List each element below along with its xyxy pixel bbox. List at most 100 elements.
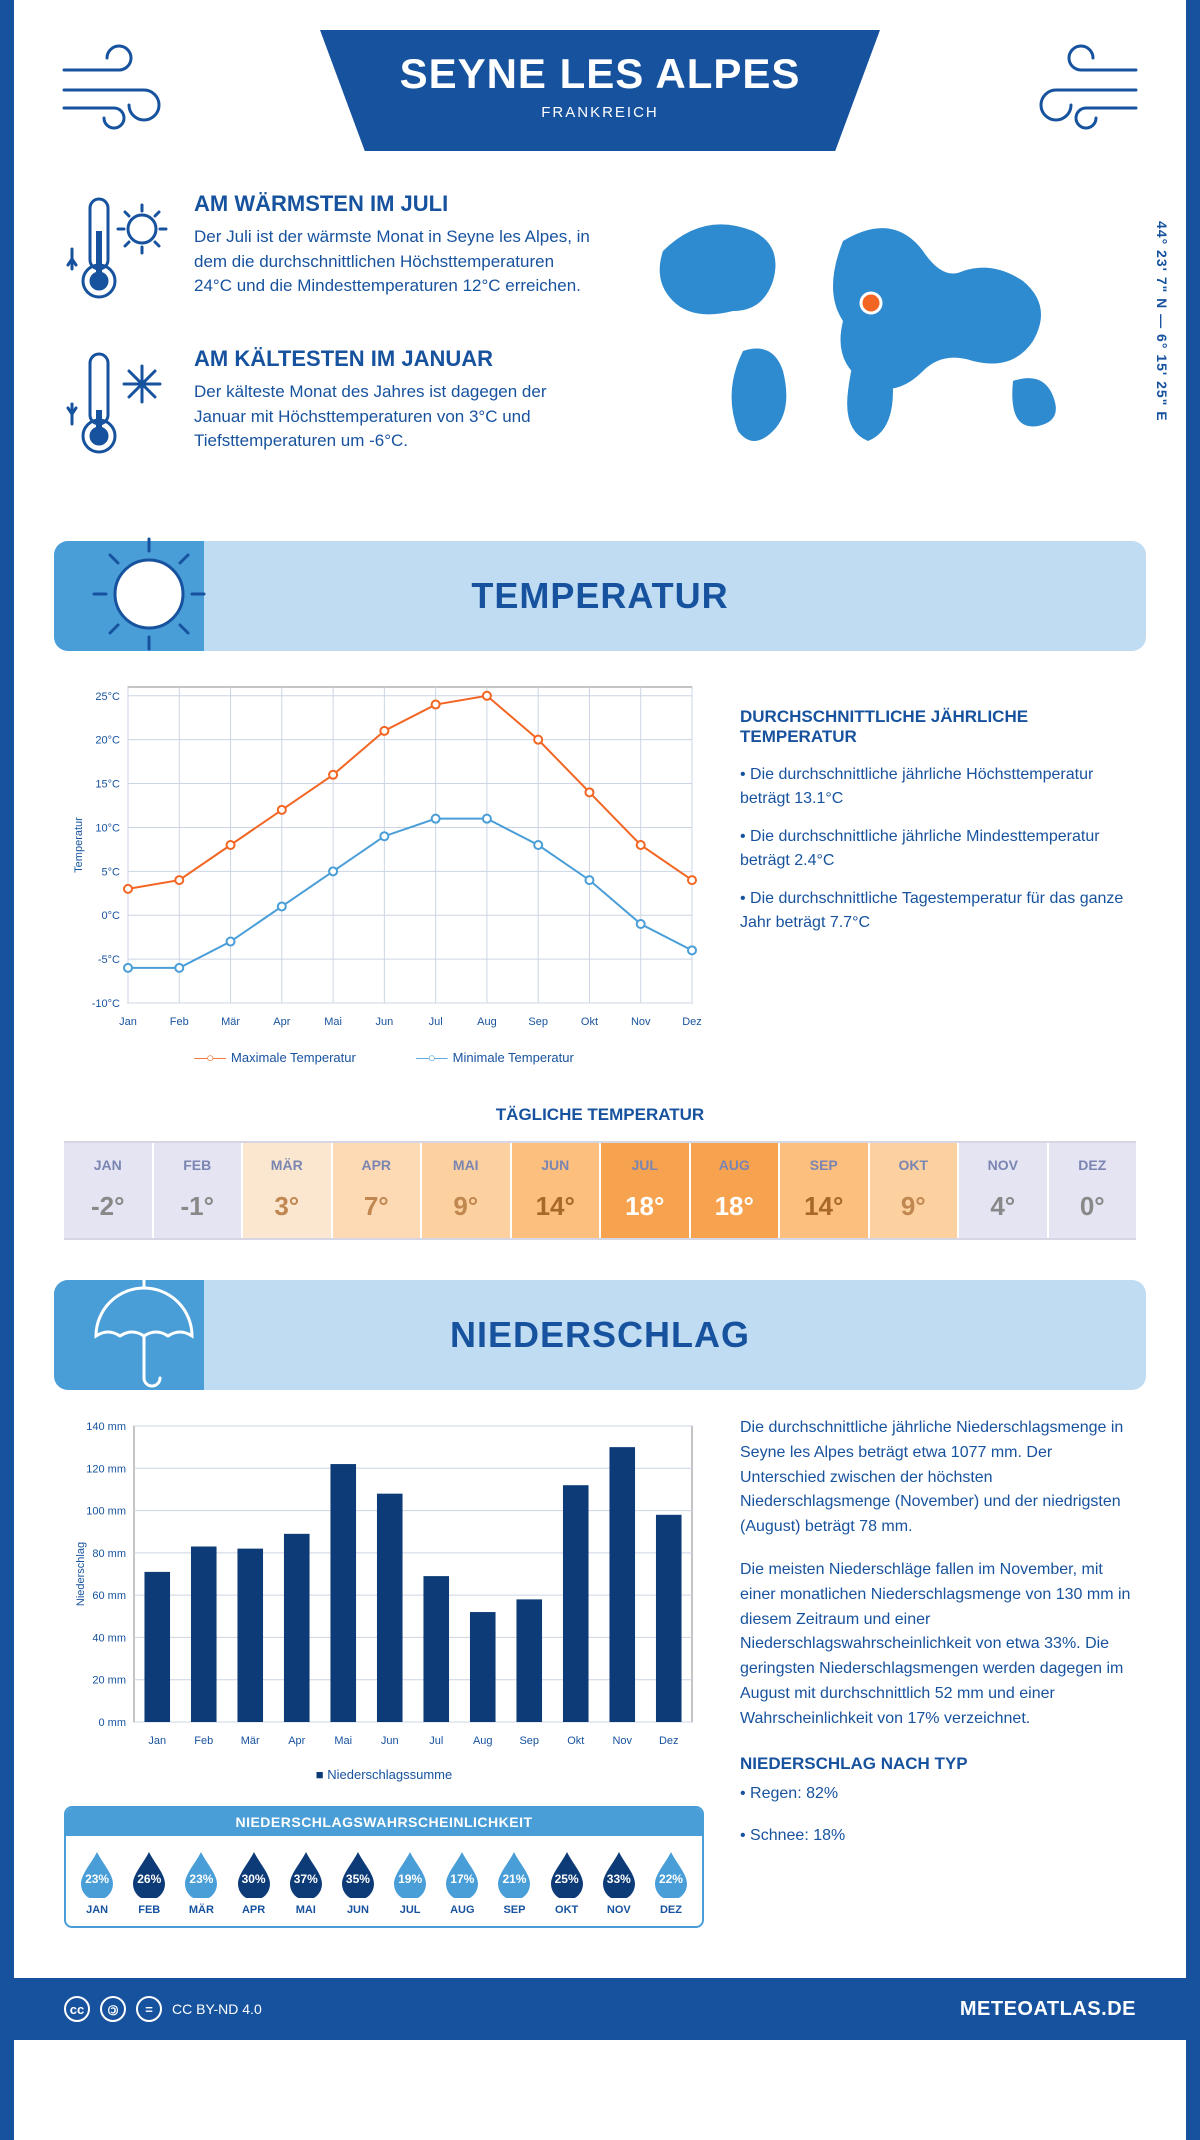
raindrop-icon: 22% bbox=[651, 1850, 691, 1898]
daily-value: 18° bbox=[691, 1191, 779, 1222]
prob-month: MAI bbox=[281, 1904, 331, 1916]
daily-cell: SEP 14° bbox=[780, 1143, 870, 1238]
daily-cell: JAN -2° bbox=[64, 1143, 154, 1238]
svg-text:Sep: Sep bbox=[528, 1016, 548, 1028]
svg-text:60 mm: 60 mm bbox=[92, 1590, 126, 1602]
raindrop-icon: 23% bbox=[77, 1850, 117, 1898]
raindrop-icon: 23% bbox=[181, 1850, 221, 1898]
prob-cell: 23% JAN bbox=[72, 1850, 122, 1916]
svg-text:Apr: Apr bbox=[288, 1735, 305, 1747]
prob-value: 30% bbox=[234, 1872, 274, 1886]
daily-cell: JUL 18° bbox=[601, 1143, 691, 1238]
prob-value: 37% bbox=[286, 1872, 326, 1886]
svg-text:0 mm: 0 mm bbox=[99, 1717, 127, 1729]
svg-text:Jul: Jul bbox=[429, 1016, 443, 1028]
daily-value: 9° bbox=[870, 1191, 958, 1222]
daily-value: 14° bbox=[512, 1191, 600, 1222]
cc-icon: cc bbox=[64, 1996, 90, 2022]
daily-cell: JUN 14° bbox=[512, 1143, 602, 1238]
svg-text:Mär: Mär bbox=[221, 1016, 240, 1028]
cold-heading: AM KÄLTESTEN IM JANUAR bbox=[194, 346, 593, 372]
temperature-line-chart: -10°C-5°C0°C5°C10°C15°C20°C25°CJanFebMär… bbox=[64, 677, 704, 1065]
svg-text:-10°C: -10°C bbox=[92, 998, 120, 1010]
prob-month: DEZ bbox=[646, 1904, 696, 1916]
svg-text:40 mm: 40 mm bbox=[92, 1632, 126, 1644]
svg-text:Jul: Jul bbox=[429, 1735, 443, 1747]
daily-month: MAI bbox=[422, 1157, 510, 1173]
svg-text:Mär: Mär bbox=[241, 1735, 260, 1747]
daily-cell: OKT 9° bbox=[870, 1143, 960, 1238]
svg-text:Okt: Okt bbox=[581, 1016, 598, 1028]
cc-by-icon: 🄯 bbox=[100, 1996, 126, 2022]
svg-text:Apr: Apr bbox=[273, 1016, 290, 1028]
daily-value: -2° bbox=[64, 1191, 152, 1222]
title-banner: SEYNE LES ALPES FRANKREICH bbox=[320, 30, 880, 151]
daily-temp-title: TÄGLICHE TEMPERATUR bbox=[14, 1105, 1186, 1125]
daily-value: -1° bbox=[154, 1191, 242, 1222]
prob-cell: 21% SEP bbox=[489, 1850, 539, 1916]
daily-cell: DEZ 0° bbox=[1049, 1143, 1137, 1238]
svg-text:Temperatur: Temperatur bbox=[73, 817, 85, 873]
daily-value: 18° bbox=[601, 1191, 689, 1222]
daily-month: SEP bbox=[780, 1157, 868, 1173]
svg-text:Jun: Jun bbox=[375, 1016, 393, 1028]
svg-text:5°C: 5°C bbox=[102, 866, 121, 878]
svg-text:-5°C: -5°C bbox=[98, 954, 120, 966]
daily-temp-strip: JAN -2° FEB -1° MÄR 3° APR 7° MAI 9° JUN… bbox=[64, 1141, 1136, 1240]
probability-row: 23% JAN 26% FEB 23% MÄR bbox=[66, 1836, 702, 1926]
prob-month: OKT bbox=[542, 1904, 592, 1916]
wind-icon-left bbox=[54, 30, 194, 140]
cc-nd-icon: = bbox=[136, 1996, 162, 2022]
svg-text:15°C: 15°C bbox=[95, 779, 120, 791]
raindrop-icon: 19% bbox=[390, 1850, 430, 1898]
raindrop-icon: 37% bbox=[286, 1850, 326, 1898]
svg-text:Nov: Nov bbox=[612, 1735, 632, 1747]
prob-month: NOV bbox=[594, 1904, 644, 1916]
daily-month: NOV bbox=[959, 1157, 1047, 1173]
umbrella-icon bbox=[54, 1280, 204, 1390]
raindrop-icon: 21% bbox=[494, 1850, 534, 1898]
prob-value: 23% bbox=[181, 1872, 221, 1886]
svg-text:Dez: Dez bbox=[682, 1016, 702, 1028]
sun-icon bbox=[54, 541, 204, 651]
license-text: CC BY-ND 4.0 bbox=[172, 2001, 262, 2017]
svg-text:Aug: Aug bbox=[473, 1735, 493, 1747]
precip-type-heading: NIEDERSCHLAG NACH TYP bbox=[740, 1754, 1136, 1774]
location-title: SEYNE LES ALPES bbox=[390, 50, 810, 98]
prob-value: 19% bbox=[390, 1872, 430, 1886]
daily-value: 0° bbox=[1049, 1191, 1137, 1222]
svg-text:10°C: 10°C bbox=[95, 822, 120, 834]
precip-p1: Die durchschnittliche jährliche Niedersc… bbox=[740, 1416, 1136, 1540]
daily-cell: APR 7° bbox=[333, 1143, 423, 1238]
daily-value: 7° bbox=[333, 1191, 421, 1222]
svg-text:80 mm: 80 mm bbox=[92, 1548, 126, 1560]
prob-cell: 23% MÄR bbox=[176, 1850, 226, 1916]
temp-bullet-3: • Die durchschnittliche Tagestemperatur … bbox=[740, 887, 1136, 935]
cold-body: Der kälteste Monat des Jahres ist dagege… bbox=[194, 380, 593, 454]
prob-value: 33% bbox=[599, 1872, 639, 1886]
summary-row: AM WÄRMSTEN IM JULI Der Juli ist der wär… bbox=[14, 151, 1186, 531]
daily-cell: MAI 9° bbox=[422, 1143, 512, 1238]
footer: cc 🄯 = CC BY-ND 4.0 METEOATLAS.DE bbox=[14, 1978, 1186, 2040]
svg-text:Feb: Feb bbox=[170, 1016, 189, 1028]
prob-value: 26% bbox=[129, 1872, 169, 1886]
prob-value: 17% bbox=[442, 1872, 482, 1886]
svg-text:Dez: Dez bbox=[659, 1735, 679, 1747]
temperature-heading: TEMPERATUR bbox=[204, 575, 1146, 617]
daily-month: MÄR bbox=[243, 1157, 331, 1173]
infographic-page: SEYNE LES ALPES FRANKREICH bbox=[0, 0, 1200, 2140]
daily-month: JUL bbox=[601, 1157, 689, 1173]
warm-heading: AM WÄRMSTEN IM JULI bbox=[194, 191, 593, 217]
daily-value: 4° bbox=[959, 1191, 1047, 1222]
prob-value: 25% bbox=[547, 1872, 587, 1886]
prob-value: 22% bbox=[651, 1872, 691, 1886]
daily-cell: NOV 4° bbox=[959, 1143, 1049, 1238]
daily-month: JAN bbox=[64, 1157, 152, 1173]
prob-value: 35% bbox=[338, 1872, 378, 1886]
legend-max: Maximale Temperatur bbox=[194, 1050, 356, 1065]
site-name: METEOATLAS.DE bbox=[960, 1998, 1136, 2021]
prob-cell: 33% NOV bbox=[594, 1850, 644, 1916]
summary-facts: AM WÄRMSTEN IM JULI Der Juli ist der wär… bbox=[64, 191, 593, 501]
prob-cell: 19% JUL bbox=[385, 1850, 435, 1916]
prob-value: 23% bbox=[77, 1872, 117, 1886]
